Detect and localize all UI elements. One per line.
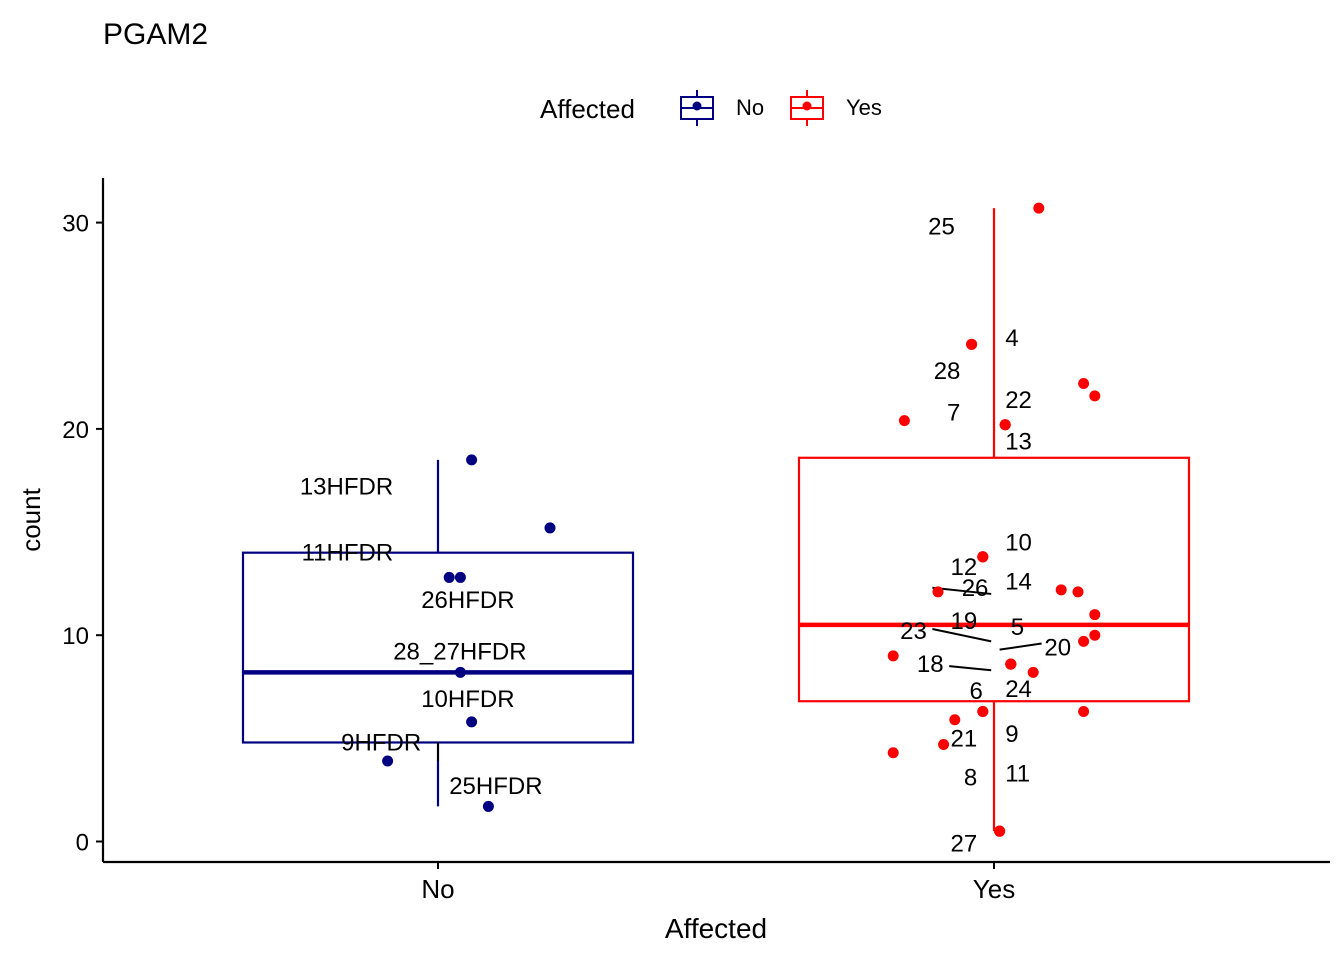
point-label: 13HFDR <box>300 474 393 501</box>
x-tick-label: Yes <box>973 874 1015 904</box>
leader-line <box>999 642 1042 651</box>
x-tick-label: No <box>421 874 454 904</box>
point-label: 21 <box>950 725 977 752</box>
data-point-yes <box>1033 202 1045 214</box>
data-point-yes <box>932 586 944 598</box>
data-point-no <box>544 522 556 534</box>
y-tick-label: 0 <box>76 830 89 857</box>
legend-title: Affected <box>540 94 635 124</box>
x-axis-label: Affected <box>665 913 767 944</box>
point-label: 28 <box>934 358 961 385</box>
leader-line <box>949 665 992 672</box>
point-label: 23 <box>900 618 927 645</box>
data-point-yes <box>938 739 950 751</box>
point-label: 20 <box>1044 635 1071 662</box>
legend: Affected No Yes <box>540 90 882 126</box>
data-point-no <box>454 666 466 678</box>
point-label: 26 <box>962 575 989 602</box>
point-label: 18 <box>917 651 944 678</box>
data-point-yes <box>1078 635 1090 647</box>
point-label: 26HFDR <box>421 587 514 614</box>
x-ticks: No Yes <box>421 862 1015 904</box>
point-label: 5 <box>1011 614 1024 641</box>
data-point-yes <box>994 825 1006 837</box>
point-label: 11HFDR <box>302 540 394 567</box>
point-label: 12 <box>950 554 977 581</box>
point-label: 4 <box>1005 325 1018 352</box>
legend-key-yes <box>790 90 824 126</box>
data-point-no <box>443 571 455 583</box>
data-point-yes <box>999 419 1011 431</box>
y-ticks: 0 10 20 30 <box>62 211 103 857</box>
data-point-yes <box>898 415 910 427</box>
data-point-yes <box>887 650 899 662</box>
data-point-yes <box>1078 378 1090 390</box>
data-point-no <box>466 454 478 466</box>
box-yes <box>797 208 1191 832</box>
x-axis: No Yes Affected <box>103 860 1330 944</box>
data-point-yes <box>1055 584 1067 596</box>
point-label: 25HFDR <box>449 773 542 800</box>
y-tick-label: 10 <box>62 623 89 650</box>
point-label: 22 <box>1005 387 1032 414</box>
leader-line <box>932 628 992 643</box>
point-label: 24 <box>1005 676 1032 703</box>
data-point-yes <box>966 338 978 350</box>
data-point-yes <box>1089 629 1101 641</box>
point-label: 11 <box>1005 760 1030 787</box>
data-point-no <box>466 716 478 728</box>
data-point-yes <box>977 706 989 718</box>
box-iqr <box>797 456 1191 703</box>
data-point-no <box>382 755 394 767</box>
point-label: 9HFDR <box>341 729 421 756</box>
legend-label-yes: Yes <box>846 95 882 120</box>
data-point-no <box>482 800 494 812</box>
data-point-yes <box>1089 609 1101 621</box>
data-point-yes <box>1089 390 1101 402</box>
point-label: 19 <box>950 608 977 635</box>
data-point-yes <box>1027 666 1039 678</box>
point-label: 13 <box>1005 428 1032 455</box>
point-label: 9 <box>1005 721 1018 748</box>
y-axis: 0 10 20 30 count <box>16 178 105 862</box>
boxes <box>241 208 1191 832</box>
data-point-yes <box>887 747 899 759</box>
point-label: 25 <box>928 214 955 241</box>
point-label: 10HFDR <box>421 686 514 713</box>
y-tick-label: 20 <box>62 417 89 444</box>
data-point-yes <box>1005 658 1017 670</box>
data-point-no <box>454 571 466 583</box>
data-point-yes <box>1078 706 1090 718</box>
legend-key-no <box>680 90 714 126</box>
point-label: 28_27HFDR <box>393 639 526 666</box>
data-point-yes <box>977 551 989 563</box>
y-axis-label: count <box>16 487 46 551</box>
data-points <box>382 202 1101 837</box>
data-point-yes <box>949 714 961 726</box>
y-tick-label: 30 <box>62 211 89 238</box>
chart-title: PGAM2 <box>103 18 208 51</box>
point-label: 7 <box>947 399 960 426</box>
point-label: 27 <box>950 831 977 858</box>
point-label: 6 <box>969 678 982 705</box>
point-label: 10 <box>1005 529 1032 556</box>
data-point-yes <box>1072 586 1084 598</box>
legend-label-no: No <box>736 95 764 120</box>
point-label: 14 <box>1005 569 1032 596</box>
point-label: 8 <box>964 765 977 792</box>
